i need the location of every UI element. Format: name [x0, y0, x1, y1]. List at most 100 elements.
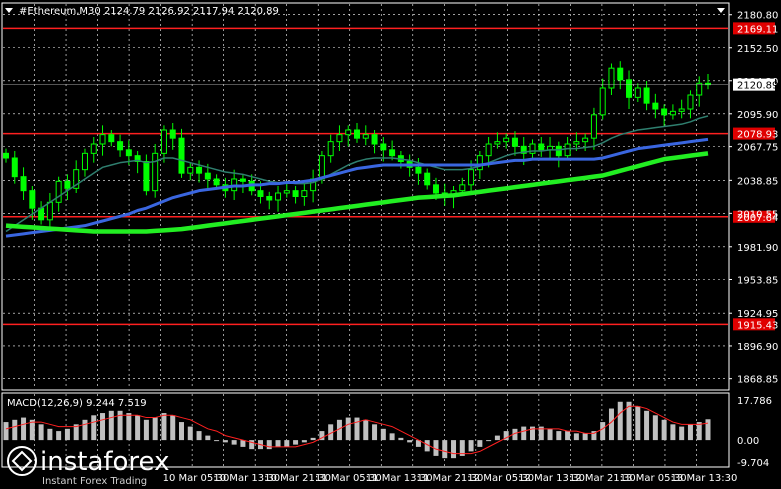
candle-body	[196, 166, 203, 174]
y-tick-label: 2010.55	[737, 209, 778, 220]
macd-bar	[38, 424, 44, 441]
macd-bar	[407, 440, 413, 443]
y-tick-label: 2067.75	[737, 143, 778, 154]
macd-bar	[240, 440, 246, 447]
macd-bar	[293, 440, 299, 445]
candle-body	[564, 143, 571, 157]
candle-body	[204, 172, 211, 180]
macd-bar	[354, 417, 360, 441]
x-tick-label: 13 Mar 05:30	[620, 473, 687, 484]
ma-mid-line	[5, 137, 709, 238]
candle-body	[108, 134, 115, 143]
candle-body	[178, 137, 185, 174]
x-tick-label: 11 Mar 21:30	[417, 473, 484, 484]
macd-bar	[231, 440, 237, 445]
y-tick-label: 2038.85	[737, 176, 778, 187]
watermark-tagline: Instant Forex Trading	[42, 476, 147, 487]
macd-bar	[661, 419, 667, 441]
macd-bar	[56, 431, 62, 441]
dropdown-triangle-icon[interactable]	[5, 8, 13, 13]
macd-bar	[591, 431, 597, 441]
candles	[3, 61, 711, 227]
y-tick-label: 1953.85	[737, 276, 778, 287]
macd-bar	[29, 419, 35, 441]
level-label-bg	[733, 210, 775, 223]
macd-bar	[143, 419, 149, 441]
macd-y-tick-label: 0.00	[737, 436, 759, 447]
macd-bar	[91, 415, 97, 441]
macd-bar	[652, 415, 658, 441]
macd-bar	[301, 440, 307, 443]
macd-bar	[389, 433, 395, 441]
macd-bar	[372, 424, 378, 441]
candle-body	[608, 67, 615, 89]
current-price-label-bg	[733, 78, 775, 91]
macd-bar	[687, 424, 693, 441]
macd-bar	[205, 435, 211, 441]
candle-body	[46, 201, 53, 221]
macd-bar	[47, 428, 53, 441]
candle-body	[529, 143, 536, 154]
x-tick-label: 11 Mar 13:30	[366, 473, 433, 484]
macd-y-tick-label: -9.704	[737, 458, 769, 469]
watermark-brand: instaforex	[40, 447, 169, 477]
candle-body	[652, 102, 659, 110]
macd-bar	[21, 417, 27, 441]
macd-bar	[442, 440, 448, 459]
macd-bar	[336, 419, 342, 441]
candle-body	[239, 178, 246, 182]
y-tick-label: 1924.95	[737, 309, 778, 320]
macd-bar	[64, 428, 70, 441]
candle-body	[64, 180, 71, 189]
x-tick-label: 10 Mar 05:30	[163, 473, 230, 484]
macd-bar	[556, 431, 562, 441]
macd-bar	[249, 440, 255, 450]
candle-body	[257, 190, 264, 198]
macd-bar	[644, 410, 650, 441]
macd-indicator: 17.786 0.00 -9.704	[3, 396, 772, 469]
candle-body	[669, 110, 676, 116]
x-tick-label: 12 Mar 13:30	[518, 473, 585, 484]
candle-body	[687, 94, 694, 110]
candle-body	[468, 169, 475, 186]
candle-body	[99, 134, 106, 145]
current-price-label: 2120.89	[737, 81, 778, 92]
level-label: 2078.93	[737, 130, 778, 141]
x-tick-label: 13 Mar 13:30	[671, 473, 738, 484]
macd-bar	[617, 401, 623, 441]
macd-bar	[679, 426, 685, 441]
macd-bar	[565, 431, 571, 441]
candle-body	[134, 155, 141, 163]
ma-fast-line	[5, 115, 709, 233]
macd-bar	[424, 440, 430, 452]
candle-body	[415, 166, 422, 174]
candle-body	[555, 145, 562, 157]
candle-body	[336, 134, 343, 143]
candle-body	[643, 87, 650, 104]
y-tick-label: 2152.50	[737, 44, 778, 55]
scroll-chart-icon[interactable]	[717, 8, 725, 13]
candle-body	[494, 141, 501, 145]
macd-bar	[477, 440, 483, 447]
candle-body	[424, 172, 431, 186]
candle-body	[29, 190, 36, 209]
candle-body	[678, 108, 685, 112]
macd-bar	[512, 428, 518, 441]
y-tick-label: 2180.80	[737, 11, 778, 22]
macd-bar	[3, 422, 9, 441]
macd-bar	[126, 413, 132, 441]
macd-bar	[135, 415, 141, 441]
macd-pane-frame	[1, 392, 730, 468]
candle-body	[301, 190, 308, 198]
candle-body	[634, 87, 641, 98]
candle-body	[3, 152, 9, 159]
y-tick-label: 1868.85	[737, 375, 778, 386]
macd-bar	[468, 440, 474, 452]
candle-body	[81, 152, 88, 171]
price-pane-frame	[1, 2, 730, 391]
y-tick-label: 2095.90	[737, 110, 778, 121]
macd-bar	[152, 417, 158, 441]
macd-bar	[451, 440, 457, 459]
